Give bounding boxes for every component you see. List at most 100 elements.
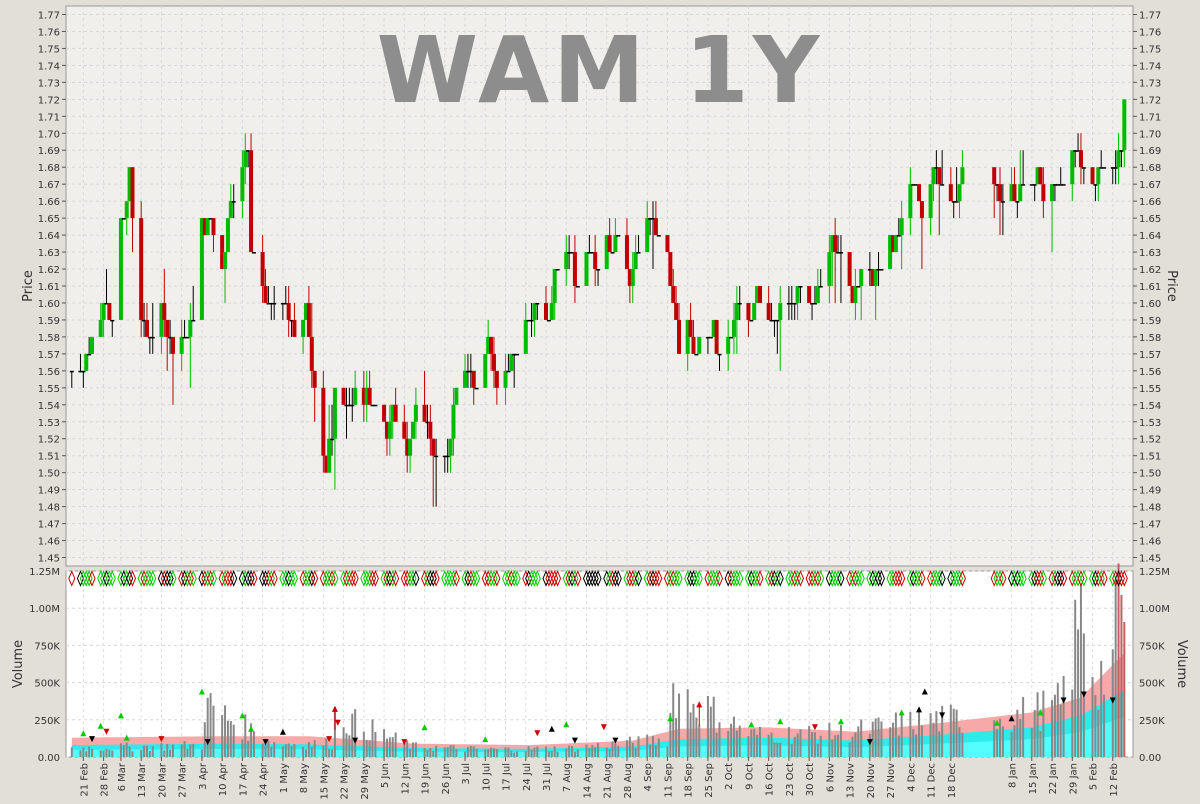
price-bar-body [170,336,175,354]
price-ohlc-bar [1055,184,1060,186]
volume-bar [385,738,388,757]
volume-signal-strip-marker [877,570,885,587]
price-ohlc-bar [413,387,418,439]
volume-signal-up-marker [898,709,905,716]
volume-bar [85,751,88,757]
volume-signal-strip-marker [102,570,111,587]
volume-bar [487,749,490,757]
price-ohlc-bar [393,387,398,422]
volume-bar [163,750,166,757]
price-ohlc-bar [211,218,216,253]
price-ohlc-bar [1061,184,1066,186]
volume-bar [322,745,325,757]
price-bar-body [711,319,716,337]
volume-bar [1077,629,1080,757]
price-ohlc-bar [940,150,945,186]
volume-bar [958,727,961,757]
price-tick-label-left: 1.47 [38,520,60,531]
price-ohlc-bar [286,286,291,337]
price-tick-label-right: 1.55 [1139,384,1161,395]
volume-bar [533,747,536,757]
volume-signal-strip-marker [473,570,481,587]
price-bar-body [818,286,823,288]
price-ohlc-bar [1029,184,1034,186]
date-tick-label: 12 Jun [400,763,411,795]
volume-bar [1123,622,1126,757]
volume-bar [1059,704,1062,757]
price-bar-body [139,218,144,320]
volume-bar [1120,595,1123,757]
volume-signal-strip-marker [351,570,359,587]
price-ohlc-bar [729,336,734,339]
price-bar-body [448,438,453,456]
volume-signal-strip-marker [126,570,134,587]
volume-bar [368,740,371,757]
price-bar-body [387,421,392,439]
volume-bar [735,730,738,757]
volume-bar [475,748,478,757]
volume-signal-up-marker [837,718,844,725]
volume-signal-strip-marker [837,570,845,587]
price-ohlc-bar [1073,150,1078,168]
volume-signal-strip-marker [689,570,698,587]
price-bar-body [191,319,196,322]
volume-signal-strip-marker [568,570,576,587]
volume-signal-strip-marker [999,570,1007,587]
price-bar-body [324,455,329,473]
volume-bar [383,729,386,757]
price-ohlc-bar [324,455,329,473]
volume-signal-strip-marker [288,570,296,587]
price-bar-body [549,302,554,320]
date-tick-label: 18 Dec [947,763,958,798]
volume-bar [212,705,215,757]
price-tick-label-left: 1.76 [38,27,60,38]
price-bar-body [491,353,496,371]
volume-tick-label-right: 1.25M [1139,567,1170,578]
price-ohlc-bar [353,370,358,405]
date-tick-label: 16 Oct [765,763,776,796]
volume-signal-strip-marker [785,570,793,587]
volume-signal-strip-marker [603,570,611,587]
volume-bar [753,728,756,757]
price-ohlc-bar [471,370,476,405]
volume-bar [837,734,840,757]
volume-tick-label-right: 250K [1139,716,1165,727]
price-bar-body [948,184,953,202]
price-bar-body [775,319,780,322]
volume-bar [409,748,412,757]
price-ohlc-bar [434,438,439,507]
price-ohlc-bar [121,218,126,220]
price-bar-body [327,438,332,473]
price-ohlc-bar [691,319,696,354]
volume-signal-strip-marker [1097,570,1105,587]
volume-bar [1094,694,1097,757]
volume-bar [169,749,172,757]
volume-bar [536,746,539,757]
volume-signal-strip-marker [79,570,87,587]
volume-bar [573,751,576,757]
volume-signal-strip-marker [149,570,157,587]
volume-bar [617,745,620,757]
volume-signal-strip-marker [582,570,591,587]
date-tick-label: 22 May [340,763,351,800]
volume-signal-strip-marker [990,570,998,587]
price-ohlc-bar [199,218,204,320]
price-bar-body [330,438,335,441]
price-tick-label-left: 1.75 [38,44,60,55]
volume-bar [848,742,851,757]
volume-bar [654,745,657,757]
price-bar-body [792,302,797,305]
price-tick-label-right: 1.53 [1139,418,1161,429]
price-bar-body [1009,184,1014,202]
price-ohlc-bar [147,336,152,354]
price-bar-body [674,302,679,320]
volume-bar [391,737,394,757]
price-tick-label-right: 1.77 [1139,10,1161,21]
volume-signal-strip-marker [140,570,148,587]
price-bar-body [607,235,612,253]
volume-signal-strip-marker [1071,570,1079,587]
volume-signal-strip-marker [571,570,579,587]
price-bar-body [908,184,913,219]
price-ohlc-bar [587,235,592,254]
price-bar-body [199,218,204,320]
